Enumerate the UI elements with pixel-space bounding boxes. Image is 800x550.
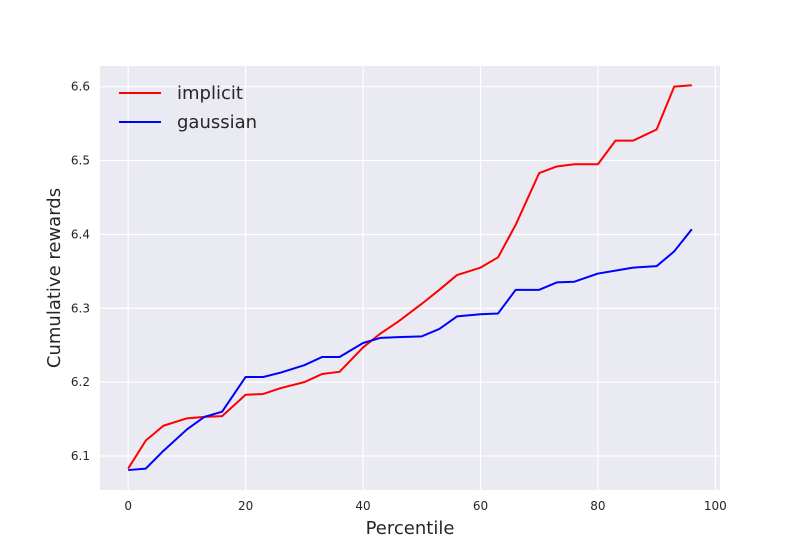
x-tick-label: 20 (238, 499, 253, 513)
series-lines (127, 84, 693, 472)
x-tick-label: 0 (124, 499, 132, 513)
x-tick-label: 100 (704, 499, 727, 513)
y-tick-label: 6.1 (71, 449, 90, 463)
y-tick-label: 6.5 (71, 154, 90, 168)
series-line-implicit (127, 84, 692, 470)
y-tick-label: 6.6 (71, 80, 90, 94)
y-tick-labels: 6.1 6.2 6.3 6.4 6.5 6.6 (71, 80, 90, 463)
legend: implicit gaussian (119, 83, 257, 133)
x-tick-label: 60 (473, 499, 488, 513)
y-axis-label: Cumulative rewards (44, 188, 65, 368)
x-axis-label: Percentile (366, 518, 455, 539)
legend-label-implicit: implicit (177, 83, 243, 104)
x-tick-label: 80 (590, 499, 605, 513)
y-tick-label: 6.4 (71, 227, 90, 241)
y-tick-label: 6.3 (71, 301, 90, 315)
series-line-gaussian (128, 228, 693, 472)
grid-lines (100, 66, 720, 490)
y-tick-label: 6.2 (71, 375, 90, 389)
x-tick-labels: 0 20 40 60 80 100 (124, 499, 726, 513)
legend-label-gaussian: gaussian (177, 112, 257, 133)
plot-background (100, 66, 720, 490)
x-tick-label: 40 (355, 499, 370, 513)
